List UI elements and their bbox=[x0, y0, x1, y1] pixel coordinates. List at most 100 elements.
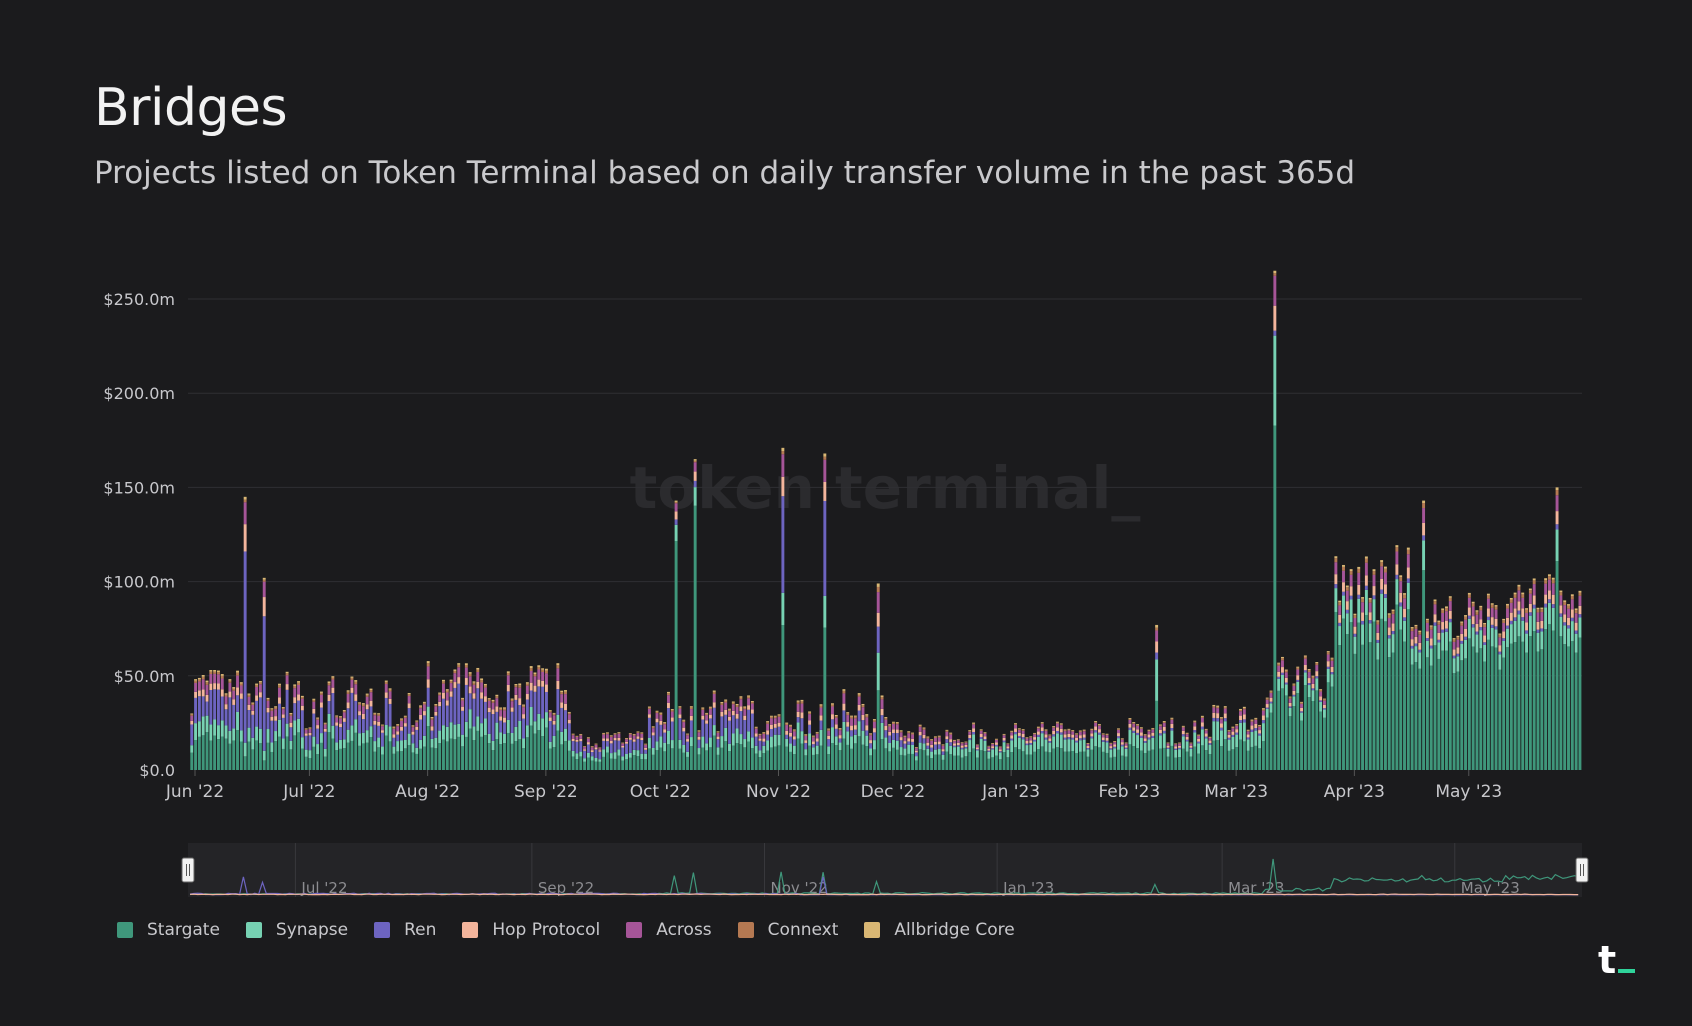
bar-segment[interactable] bbox=[667, 702, 670, 709]
bar-segment[interactable] bbox=[1338, 600, 1342, 603]
bar-segment[interactable] bbox=[735, 706, 739, 714]
bar-segment[interactable] bbox=[884, 730, 888, 738]
bar-segment[interactable] bbox=[1025, 740, 1029, 744]
bar-segment[interactable] bbox=[827, 730, 831, 736]
bar-segment[interactable] bbox=[201, 676, 205, 680]
bar-segment[interactable] bbox=[682, 720, 686, 723]
bar-segment[interactable] bbox=[1166, 743, 1170, 746]
bar-segment[interactable] bbox=[1448, 610, 1452, 619]
bar-segment[interactable] bbox=[1486, 608, 1490, 617]
bar-segment[interactable] bbox=[522, 748, 526, 770]
bar-segment[interactable] bbox=[243, 496, 247, 500]
bar-segment[interactable] bbox=[1342, 618, 1345, 770]
bar-segment[interactable] bbox=[575, 741, 579, 754]
bar-segment[interactable] bbox=[907, 733, 911, 739]
bar-segment[interactable] bbox=[930, 751, 934, 759]
bar-segment[interactable] bbox=[415, 753, 419, 770]
bar-segment[interactable] bbox=[872, 720, 876, 722]
bar-segment[interactable] bbox=[1555, 529, 1559, 562]
bar-segment[interactable] bbox=[1235, 732, 1239, 735]
bar-segment[interactable] bbox=[846, 731, 850, 745]
bar-segment[interactable] bbox=[369, 688, 373, 691]
bar-segment[interactable] bbox=[1498, 633, 1502, 635]
bar-segment[interactable] bbox=[926, 736, 930, 738]
bar-segment[interactable] bbox=[766, 730, 770, 735]
bar-segment[interactable] bbox=[1536, 612, 1540, 622]
bar-segment[interactable] bbox=[1216, 708, 1220, 714]
bar-segment[interactable] bbox=[705, 715, 709, 721]
bar-segment[interactable] bbox=[1231, 726, 1235, 728]
bar-segment[interactable] bbox=[594, 757, 598, 762]
bar-segment[interactable] bbox=[483, 701, 487, 719]
bar-segment[interactable] bbox=[194, 723, 198, 741]
bar-segment[interactable] bbox=[1040, 733, 1044, 747]
bar-segment[interactable] bbox=[1021, 739, 1025, 752]
bar-segment[interactable] bbox=[1239, 715, 1242, 721]
bar-segment[interactable] bbox=[339, 748, 342, 770]
bar-segment[interactable] bbox=[987, 748, 991, 751]
bar-segment[interactable] bbox=[739, 734, 743, 745]
bar-segment[interactable] bbox=[1547, 599, 1551, 603]
bar-segment[interactable] bbox=[388, 688, 392, 690]
bar-segment[interactable] bbox=[1460, 660, 1464, 770]
bar-segment[interactable] bbox=[1322, 698, 1326, 700]
bar-segment[interactable] bbox=[1212, 707, 1216, 713]
bar-segment[interactable] bbox=[831, 706, 834, 715]
bar-segment[interactable] bbox=[747, 705, 751, 710]
bar-segment[interactable] bbox=[590, 752, 594, 757]
bar-segment[interactable] bbox=[720, 704, 724, 712]
bar-segment[interactable] bbox=[1307, 678, 1311, 684]
bar-segment[interactable] bbox=[468, 686, 472, 694]
bar-segment[interactable] bbox=[331, 693, 335, 726]
bar-segment[interactable] bbox=[266, 712, 270, 730]
bar-segment[interactable] bbox=[1311, 700, 1315, 770]
bar-segment[interactable] bbox=[972, 734, 976, 749]
bar-segment[interactable] bbox=[1372, 574, 1376, 587]
bar-segment[interactable] bbox=[1372, 569, 1376, 572]
bar-segment[interactable] bbox=[998, 747, 1002, 750]
bar-segment[interactable] bbox=[1059, 728, 1063, 733]
bar-segment[interactable] bbox=[712, 693, 716, 703]
bar-segment[interactable] bbox=[1277, 676, 1281, 679]
bar-segment[interactable] bbox=[1494, 609, 1498, 619]
bar-segment[interactable] bbox=[1170, 719, 1174, 724]
legend-item[interactable]: Hop Protocol bbox=[462, 920, 600, 940]
bar-segment[interactable] bbox=[895, 729, 899, 734]
bar-segment[interactable] bbox=[594, 747, 598, 750]
bar-segment[interactable] bbox=[1181, 734, 1185, 737]
bar-segment[interactable] bbox=[1120, 742, 1124, 745]
bar-segment[interactable] bbox=[1300, 712, 1303, 721]
bar-segment[interactable] bbox=[678, 707, 682, 709]
bar-segment[interactable] bbox=[1422, 540, 1426, 571]
bar-segment[interactable] bbox=[220, 689, 224, 697]
bar-segment[interactable] bbox=[1391, 631, 1395, 635]
bar-segment[interactable] bbox=[1441, 632, 1445, 651]
bar-segment[interactable] bbox=[689, 746, 693, 770]
bar-segment[interactable] bbox=[1048, 742, 1052, 753]
bar-segment[interactable] bbox=[686, 733, 689, 735]
bar-segment[interactable] bbox=[1014, 731, 1017, 735]
bar-segment[interactable] bbox=[1258, 725, 1262, 727]
legend-item[interactable]: Ren bbox=[374, 920, 436, 940]
bar-segment[interactable] bbox=[586, 738, 590, 743]
bar-segment[interactable] bbox=[247, 693, 251, 695]
bar-segment[interactable] bbox=[1261, 741, 1265, 770]
bar-segment[interactable] bbox=[914, 760, 918, 770]
bar-segment[interactable] bbox=[1567, 617, 1570, 626]
bar-segment[interactable] bbox=[213, 683, 217, 690]
bar-segment[interactable] bbox=[1368, 620, 1372, 624]
bar-segment[interactable] bbox=[640, 732, 644, 734]
bar-segment[interactable] bbox=[1509, 602, 1513, 613]
bar-segment[interactable] bbox=[811, 736, 815, 738]
bar-segment[interactable] bbox=[1063, 751, 1067, 770]
bar-segment[interactable] bbox=[758, 738, 762, 741]
bar-segment[interactable] bbox=[491, 750, 495, 770]
bar-segment[interactable] bbox=[674, 511, 678, 520]
bar-segment[interactable] bbox=[831, 703, 834, 705]
bar-segment[interactable] bbox=[1155, 641, 1159, 653]
bar-segment[interactable] bbox=[480, 698, 484, 724]
bar-segment[interactable] bbox=[388, 726, 392, 742]
bar-segment[interactable] bbox=[339, 723, 342, 728]
bar-segment[interactable] bbox=[1281, 656, 1284, 659]
bar-segment[interactable] bbox=[476, 672, 480, 682]
